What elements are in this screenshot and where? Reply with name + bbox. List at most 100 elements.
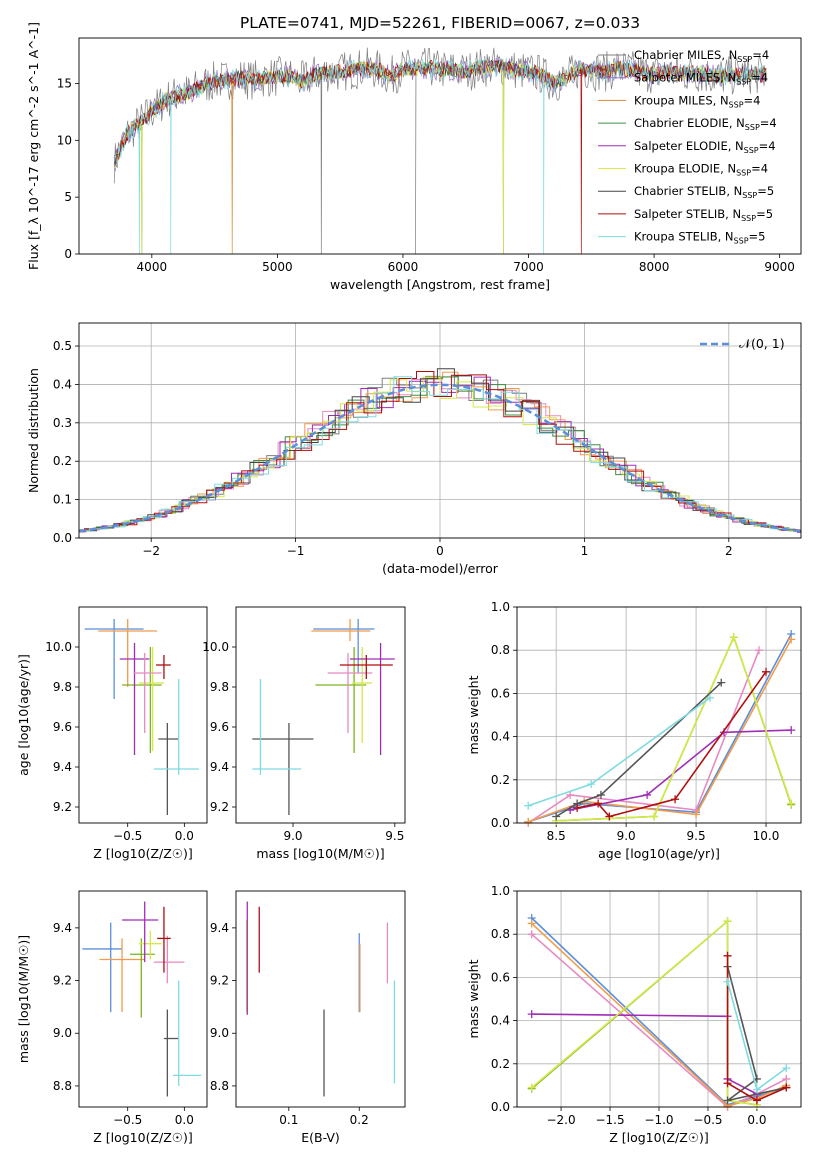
x-tick-label: −1 xyxy=(287,544,305,558)
spectrum-line xyxy=(113,59,767,254)
y-tick-label: 1.0 xyxy=(491,884,510,898)
weight-marker xyxy=(755,646,764,655)
x-tick-label: 5000 xyxy=(262,260,293,274)
y-tick-label: 1.0 xyxy=(491,600,510,614)
y-tick-label: 9.2 xyxy=(210,974,229,988)
legend-text: Kroupa MILES, N xyxy=(634,93,729,107)
weight-marker xyxy=(723,1096,732,1105)
weight-marker xyxy=(706,693,715,702)
legend-text: Salpeter MILES, N xyxy=(634,71,736,85)
x-tick-label: −0.5 xyxy=(113,829,142,843)
y-tick-label: 9.2 xyxy=(53,800,72,814)
legend-subscript: SSP xyxy=(736,78,751,87)
x-tick-label: −1.5 xyxy=(595,1113,624,1127)
x-axis-label: mass [log10(M/M☉)] xyxy=(256,846,384,861)
y-tick-label: 0.4 xyxy=(53,377,72,391)
x-tick-label: −1.0 xyxy=(644,1113,673,1127)
weight-marker xyxy=(524,817,533,826)
legend-subscript: SSP xyxy=(734,237,749,246)
legend-text: =4 xyxy=(752,48,769,62)
weight-marker xyxy=(524,801,533,810)
weight-marker xyxy=(752,1096,761,1105)
y-tick-label: 9.0 xyxy=(53,1026,72,1040)
legend-text: =4 xyxy=(744,93,761,107)
legend-text: =5 xyxy=(757,184,774,198)
x-tick-label: 1 xyxy=(581,544,589,558)
x-tick-label: 2 xyxy=(725,544,733,558)
y-axis-label: mass weight xyxy=(466,675,481,754)
weight-marker xyxy=(527,930,536,939)
axes-frame xyxy=(516,890,802,1108)
legend-subscript: SSP xyxy=(742,191,757,200)
weight-marker xyxy=(643,790,652,799)
weight-marker xyxy=(723,951,732,960)
weight-marker xyxy=(787,726,796,735)
x-tick-label: 0 xyxy=(436,544,444,558)
legend-text: Salpeter ELODIE, N xyxy=(634,139,744,153)
y-tick-label: 0.2 xyxy=(491,1057,510,1071)
y-tick-label: 0.8 xyxy=(491,927,510,941)
y-tick-label: 10.0 xyxy=(202,640,229,654)
weight-line xyxy=(556,635,792,822)
y-tick-label: 0.5 xyxy=(53,339,72,353)
y-tick-label: 0.4 xyxy=(491,1014,510,1028)
legend-text: Chabrier STELIB, N xyxy=(634,184,742,198)
weight-marker xyxy=(729,633,738,642)
y-axis-label: Normed distribution xyxy=(26,368,41,493)
spectrum-line xyxy=(113,47,767,254)
y-tick-label: 0.1 xyxy=(53,493,72,507)
weight-marker xyxy=(723,977,732,986)
weight-line xyxy=(531,919,758,1106)
axes-frame xyxy=(78,37,802,255)
y-tick-label: 0 xyxy=(64,247,72,261)
weight-line xyxy=(531,919,758,1106)
x-tick-label: 9.0 xyxy=(617,829,636,843)
x-axis-label: Z [log10(Z/Z☉)] xyxy=(609,1130,709,1145)
axes-frame xyxy=(235,606,406,824)
weight-line xyxy=(555,682,722,818)
axes-frame xyxy=(516,606,802,824)
weight-marker xyxy=(527,919,536,928)
weight-line xyxy=(570,729,792,811)
legend-text: =5 xyxy=(756,207,773,221)
legend-text: Chabrier ELODIE, N xyxy=(634,116,745,130)
legend-label: Kroupa STELIB, NSSP=5 xyxy=(634,230,765,246)
y-tick-label: 5 xyxy=(64,190,72,204)
legend-label: Chabrier ELODIE, NSSP=4 xyxy=(634,116,777,132)
weight-marker xyxy=(596,790,605,799)
y-tick-label: 0.0 xyxy=(53,531,72,545)
legend-label: Chabrier MILES, NSSP=4 xyxy=(634,48,769,64)
y-tick-label: 9.0 xyxy=(210,1026,229,1040)
weight-marker xyxy=(723,1079,732,1088)
x-tick-label: 9.5 xyxy=(687,829,706,843)
x-tick-label: 9.5 xyxy=(385,829,404,843)
x-axis-label: age [log10(age/yr)] xyxy=(598,846,720,861)
histogram-series xyxy=(79,378,801,533)
x-tick-label: 9000 xyxy=(764,260,795,274)
y-tick-label: 9.4 xyxy=(210,760,229,774)
weight-line xyxy=(527,649,760,823)
legend-text: Kroupa ELODIE, N xyxy=(634,162,736,176)
legend-label: Kroupa MILES, NSSP=4 xyxy=(634,93,760,109)
y-tick-label: 9.4 xyxy=(53,921,72,935)
figure-title: PLATE=0741, MJD=52261, FIBERID=0067, z=0… xyxy=(240,14,640,32)
y-tick-label: 10 xyxy=(57,133,72,147)
x-tick-label: 9.0 xyxy=(283,829,302,843)
age_vs_mass-panel: 9.0 9.5 9.2 9.4 9.6 9.8 10.0 mass [log10(M/M☉)] xyxy=(202,606,406,861)
spectrum-panel: 4000 5000 6000 7000 8000 9000 0 5 10 15 wavelength… xyxy=(26,22,802,292)
x-tick-label: 4000 xyxy=(137,260,168,274)
weight-marker xyxy=(692,810,701,819)
legend-text: =5 xyxy=(749,230,766,244)
y-tick-label: 0.3 xyxy=(53,416,72,430)
legend-subscript: SSP xyxy=(741,214,756,223)
x-tick-label: 0.0 xyxy=(175,829,194,843)
histogram-series xyxy=(79,368,801,532)
age_vs_Z-panel: −0.5 0.0 9.2 9.4 9.6 9.8 10.0 Z [log10(Z/Z☉)] ag… xyxy=(16,606,208,861)
weight-marker xyxy=(752,1085,761,1094)
y-axis-label: mass weight xyxy=(466,959,481,1038)
x-axis-label: wavelength [Angstrom, rest frame] xyxy=(330,277,550,292)
x-axis-label: (data-model)/error xyxy=(382,561,499,576)
x-tick-label: −0.5 xyxy=(693,1113,722,1127)
weight-line xyxy=(531,933,787,1107)
